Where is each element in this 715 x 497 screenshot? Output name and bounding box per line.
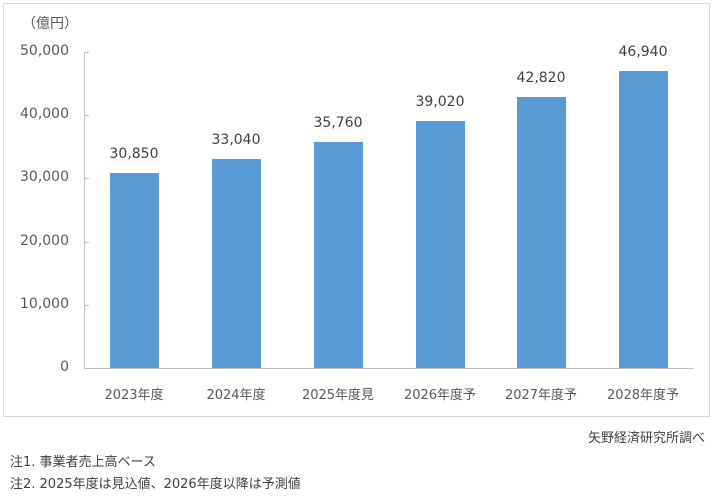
x-category-label: 2023年度	[104, 388, 164, 403]
y-tick-label: 20,000	[20, 232, 69, 249]
source-credit: 矢野経済研究所調べ	[587, 431, 705, 446]
bar-2024年度	[212, 159, 261, 368]
data-label: 39,020	[415, 94, 465, 111]
y-tick-label: 40,000	[20, 106, 69, 123]
bar-2023年度	[110, 173, 159, 368]
x-axis-line	[84, 368, 694, 369]
x-category-label: 2027年度予	[504, 388, 578, 403]
y-tick-mark	[84, 368, 89, 369]
y-tick-mark	[84, 304, 89, 306]
data-label: 35,760	[313, 114, 363, 131]
y-tick-label: 10,000	[20, 295, 69, 312]
data-label: 33,040	[211, 132, 261, 149]
y-tick-label: 50,000	[20, 43, 69, 59]
chart-frame	[3, 3, 710, 417]
data-label: 30,850	[109, 146, 159, 163]
data-label: 42,820	[516, 70, 566, 87]
x-category-label: 2024年度	[206, 388, 266, 403]
y-axis-line	[84, 52, 85, 368]
y-tick-label: 30,000	[20, 169, 69, 186]
data-label: 46,940	[618, 44, 668, 61]
bar-2028年度予	[619, 71, 668, 368]
note-2: 注2. 2025年度は見込値、2026年度以降は予測値	[10, 477, 301, 492]
note-1: 注1. 事業者売上高ベース	[10, 455, 156, 470]
bar-2027年度予	[517, 97, 566, 368]
y-axis-unit-label: （億円）	[22, 16, 78, 32]
y-tick-mark	[84, 115, 89, 117]
x-category-label: 2025年度見	[301, 388, 375, 403]
x-category-label: 2028年度予	[606, 388, 680, 403]
y-tick-mark	[84, 178, 89, 180]
x-category-label: 2026年度予	[403, 388, 477, 403]
y-tick-mark	[84, 241, 89, 243]
y-tick-mark	[84, 52, 89, 53]
y-tick-label: 0	[60, 359, 69, 375]
bar-2026年度予	[416, 121, 465, 368]
bar-2025年度見	[314, 141, 363, 368]
